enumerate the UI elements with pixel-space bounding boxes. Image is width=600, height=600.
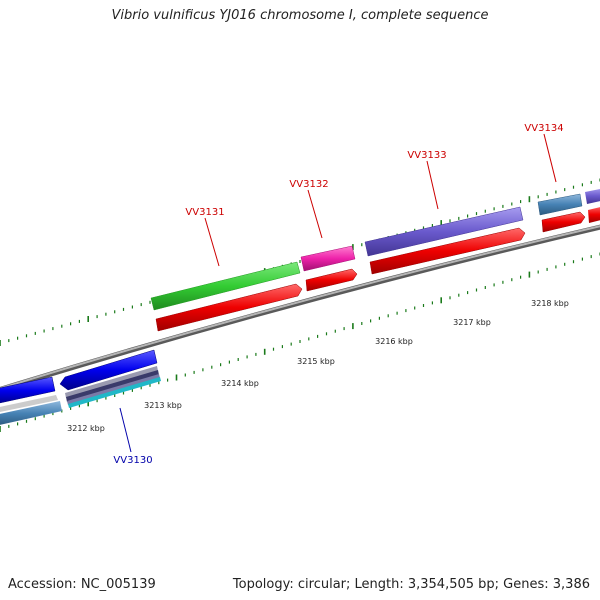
accession-text: Accession: NC_005139 (8, 577, 156, 592)
lower-tick-track (0, 252, 600, 432)
gene-labels: VV3131 VV3132 VV3133 VV3134 VV3130 (113, 123, 563, 466)
gene-label-vv3132[interactable]: VV3132 (289, 179, 328, 190)
cds-arrow-next[interactable] (588, 206, 600, 223)
gene-bar-vv3131-top[interactable] (150, 261, 301, 311)
topology-text: Topology: circular; Length: 3,354,505 bp… (232, 577, 590, 592)
gene-bar-vv3132-top[interactable] (300, 245, 356, 272)
gene-bar-left-blue[interactable] (0, 376, 62, 426)
gene-bar-next-top[interactable] (585, 188, 600, 204)
upper-tick-track (0, 178, 600, 346)
gene-arrow-vv3130[interactable] (59, 349, 158, 391)
gene-label-vv3133[interactable]: VV3133 (407, 150, 446, 161)
scale-label-3213: 3213 kbp (144, 401, 182, 410)
cds-arrow-vv3133[interactable] (369, 227, 526, 275)
scale-label-3218: 3218 kbp (531, 299, 569, 308)
backbone-track (0, 224, 600, 393)
scale-label-3217: 3217 kbp (453, 318, 491, 327)
cds-arrow-vv3132[interactable] (305, 268, 358, 292)
gene-bar-vv3134-top[interactable] (537, 193, 583, 216)
gene-label-vv3134[interactable]: VV3134 (524, 123, 563, 134)
label-leaders (119, 133, 557, 453)
scale-label-3216: 3216 kbp (375, 337, 413, 346)
scale-label-3212: 3212 kbp (67, 424, 105, 433)
gene-label-vv3131[interactable]: VV3131 (185, 207, 224, 218)
scale-label-3215: 3215 kbp (297, 357, 335, 366)
scale-labels: 3212 kbp 3213 kbp 3214 kbp 3215 kbp 3216… (67, 299, 569, 433)
scale-label-3214: 3214 kbp (221, 379, 259, 388)
cds-arrow-vv3134[interactable] (541, 211, 586, 233)
gene-bar-vv3133-top[interactable] (364, 206, 524, 257)
map-title: Vibrio vulnificus YJ016 chromosome I, co… (111, 8, 489, 23)
cds-arrow-vv3131[interactable] (155, 283, 303, 332)
gene-label-vv3130[interactable]: VV3130 (113, 455, 152, 466)
gene-bar-vv3130-stack[interactable] (65, 366, 161, 408)
